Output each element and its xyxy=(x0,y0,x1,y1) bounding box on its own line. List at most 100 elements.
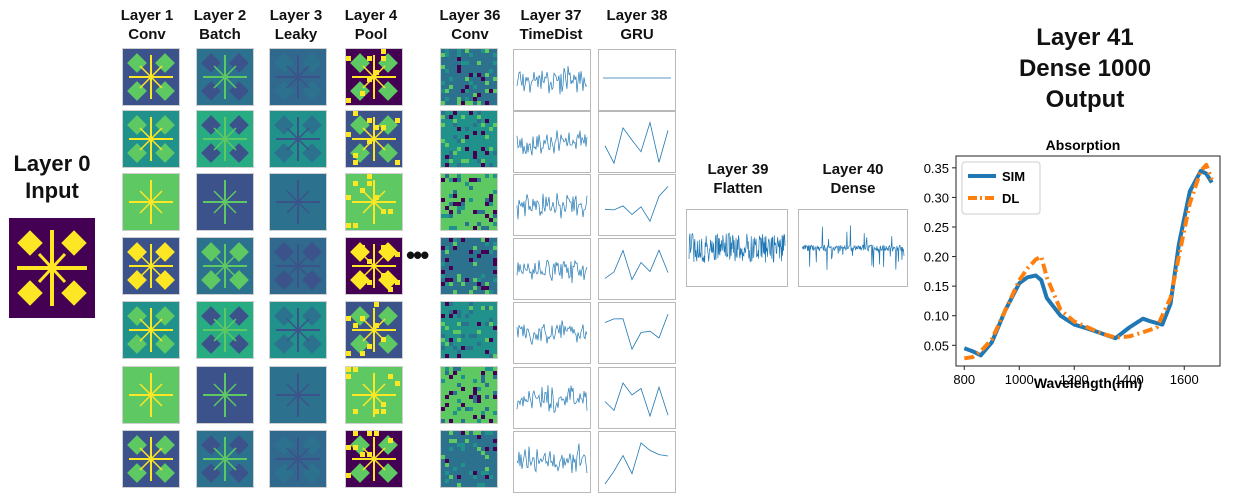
feature-map-tile xyxy=(269,366,327,424)
legend: SIM DL xyxy=(961,161,1041,215)
timedist-plot xyxy=(513,367,591,429)
feature-map-tile xyxy=(345,48,403,106)
feature-map-pattern xyxy=(441,238,497,294)
legend-sim-label: SIM xyxy=(1002,169,1025,184)
layer-41-type: Dense 1000 xyxy=(1018,55,1152,82)
feature-map-pattern xyxy=(123,111,179,167)
layer-1-type: Conv xyxy=(128,26,166,43)
layer-40-dense-plot xyxy=(798,209,908,287)
feature-map-tile xyxy=(196,173,254,231)
timedist-plot xyxy=(513,302,591,364)
feature-map-pattern xyxy=(197,367,253,423)
feature-map-tile xyxy=(440,173,498,231)
y-axis-ticks: 0.05 0.10 0.15 0.20 0.25 0.30 0.35 xyxy=(924,161,956,353)
layer-4-type: Pool xyxy=(354,26,388,43)
y-tick-label: 0.35 xyxy=(924,161,949,176)
feature-map-tile xyxy=(122,173,180,231)
gru-plot xyxy=(598,111,676,173)
feature-map-tile xyxy=(440,48,498,106)
feature-map-tile xyxy=(122,237,180,295)
layer-0-type: Input xyxy=(25,178,79,203)
layer-38-type: GRU xyxy=(620,26,654,43)
feature-map-tile xyxy=(440,110,498,168)
feature-map-tile xyxy=(345,430,403,488)
feature-map-pattern xyxy=(123,174,179,230)
gru-plot xyxy=(598,174,676,236)
layer-39-header: Layer 39 Flatten xyxy=(688,160,788,198)
feature-map-pattern xyxy=(441,302,497,358)
legend-dl-label: DL xyxy=(1002,191,1019,206)
feature-map-tile xyxy=(196,110,254,168)
x-tick-label: 1600 xyxy=(1170,372,1199,387)
feature-map-pattern xyxy=(197,238,253,294)
feature-map-tile xyxy=(122,366,180,424)
plot-frame xyxy=(955,155,1221,367)
layer-41-number: Layer 41 xyxy=(1036,24,1134,51)
feature-map-pattern xyxy=(270,302,326,358)
absorption-chart: Absorption 0.050.100.150.200.250.300.35 … xyxy=(924,137,1221,391)
layer-1-number: Layer 1 xyxy=(120,7,174,24)
gru-plot xyxy=(598,238,676,300)
feature-map-tile xyxy=(345,301,403,359)
chart-title: Absorption xyxy=(1046,137,1121,153)
timedist-plot xyxy=(513,238,591,300)
feature-map-pattern xyxy=(197,431,253,487)
gru-signal xyxy=(604,249,669,281)
feature-map-tile xyxy=(345,110,403,168)
feature-map-pattern xyxy=(197,174,253,230)
gru-plot xyxy=(598,49,676,111)
feature-map-pattern xyxy=(123,302,179,358)
feature-map-tile xyxy=(440,301,498,359)
gru-signal xyxy=(604,314,669,351)
feature-map-pattern xyxy=(441,367,497,423)
feature-map-pattern xyxy=(441,49,497,105)
layer-38-header: Layer 38 GRU xyxy=(595,6,679,44)
layer-37-header: Layer 37 TimeDist xyxy=(508,6,594,44)
layer-4-header: Layer 4 Pool xyxy=(336,6,406,44)
layer-39-type: Flatten xyxy=(713,180,763,197)
gru-plot xyxy=(598,367,676,429)
input-image xyxy=(9,218,95,318)
y-tick-label: 0.05 xyxy=(924,338,949,353)
gru-signal xyxy=(604,186,669,223)
timedist-signal xyxy=(516,65,588,95)
layer-40-header: Layer 40 Dense xyxy=(798,160,908,198)
layer-36-type: Conv xyxy=(451,26,489,43)
timedist-plot xyxy=(513,49,591,111)
feature-map-tile xyxy=(269,237,327,295)
dense-signal xyxy=(801,225,905,270)
layer-2-type: Batch xyxy=(199,26,241,43)
feature-map-pattern xyxy=(123,431,179,487)
series-line-dl xyxy=(964,162,1214,361)
feature-map-pattern xyxy=(441,431,497,487)
layer-37-number: Layer 37 xyxy=(520,7,582,24)
layer-40-number: Layer 40 xyxy=(822,161,884,178)
y-tick-label: 0.20 xyxy=(924,250,949,265)
layer-40-type: Dense xyxy=(830,180,876,197)
legend-box xyxy=(961,161,1041,215)
feature-map-tile xyxy=(269,301,327,359)
feature-map-tile xyxy=(196,301,254,359)
y-tick-label: 0.15 xyxy=(924,279,949,294)
layer-36-number: Layer 36 xyxy=(439,7,501,24)
x-tick-label: 1400 xyxy=(1115,372,1144,387)
feature-map-pattern xyxy=(270,431,326,487)
gru-signal xyxy=(604,442,669,485)
feature-map-pattern xyxy=(123,367,179,423)
feature-map-pattern xyxy=(270,49,326,105)
x-axis-ticks: 800 1000 1200 1400 1600 xyxy=(953,366,1199,387)
layer-41-role: Output xyxy=(1045,86,1125,113)
feature-map-pattern xyxy=(123,49,179,105)
feature-map-pattern xyxy=(441,174,497,230)
feature-map-tile xyxy=(440,366,498,424)
layer-39-flatten-plot xyxy=(686,209,788,287)
feature-map-pattern xyxy=(346,174,402,230)
feature-map-tile xyxy=(345,173,403,231)
layer-3-type: Leaky xyxy=(274,26,318,43)
feature-map-tile xyxy=(196,237,254,295)
x-tick-label: 1200 xyxy=(1060,372,1089,387)
timedist-signal xyxy=(516,320,588,346)
layer-1-header: Layer 1 Conv xyxy=(112,6,182,44)
feature-map-tile xyxy=(269,110,327,168)
layer-41-header: Layer 41 Dense 1000 Output xyxy=(985,22,1185,115)
